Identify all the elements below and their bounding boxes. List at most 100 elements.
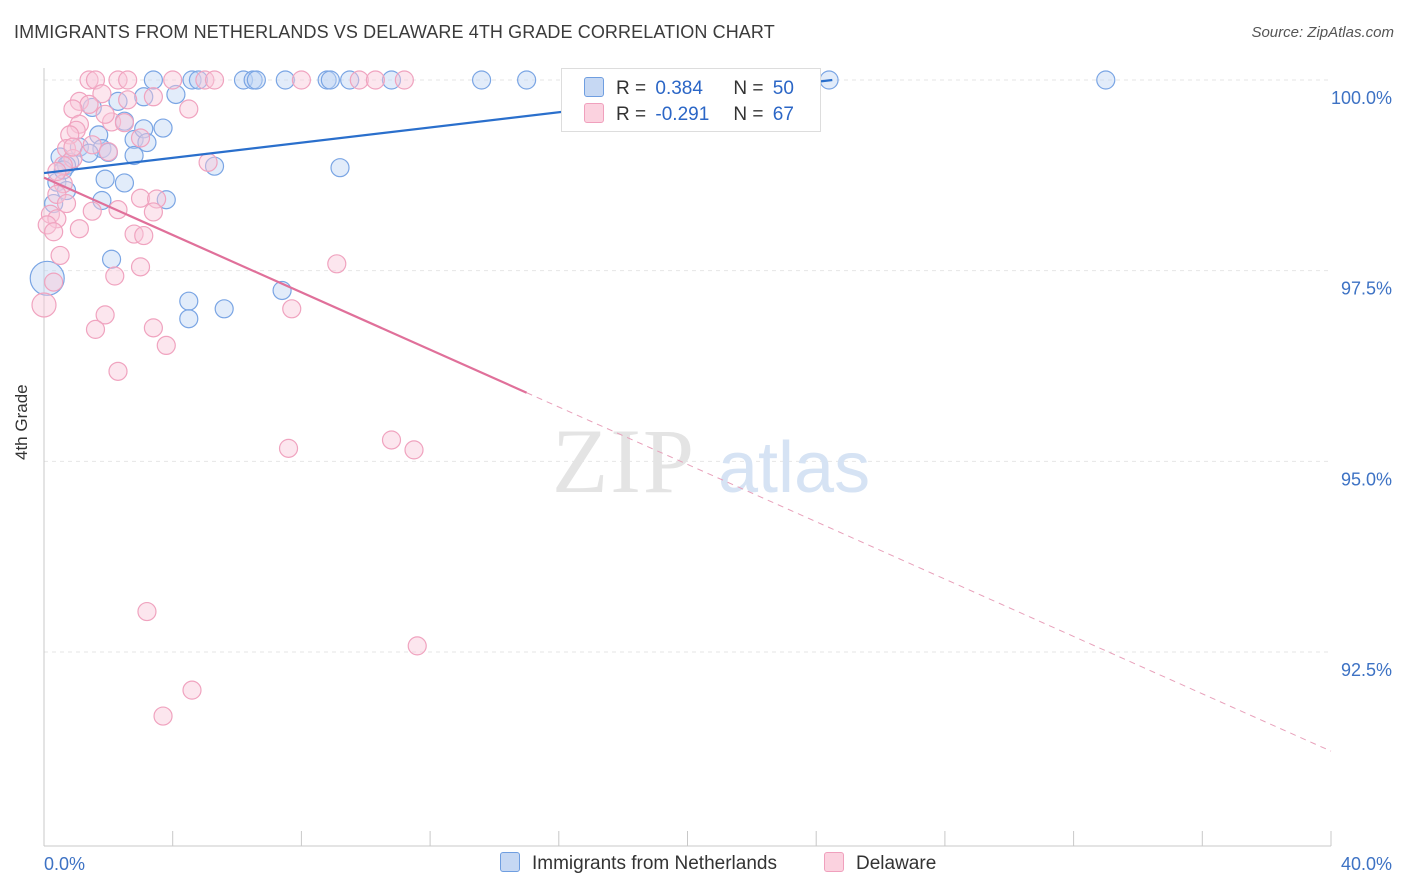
delaware-point	[108, 361, 128, 381]
netherlands-point	[330, 158, 350, 178]
y-tick-label: 95.0%	[1341, 469, 1392, 489]
correlation-legend: R = 0.384 N = 50 R = -0.291 N = 67	[561, 68, 821, 132]
delaware-point	[69, 219, 89, 239]
delaware-point	[82, 135, 102, 155]
gridlines	[44, 79, 1331, 653]
y-tick-labels: 100.0% 97.5% 95.0% 92.5%	[1331, 88, 1392, 680]
delaware-point	[349, 70, 369, 90]
netherlands-point	[1096, 70, 1116, 90]
delaware-point	[195, 70, 215, 90]
netherlands-point	[101, 249, 122, 269]
legend-row-netherlands: R = 0.384 N = 50	[584, 77, 794, 100]
legend-swatch-pink	[584, 103, 604, 123]
delaware-point	[79, 94, 99, 115]
legend-n-label: N =	[733, 104, 764, 125]
delaware-point	[137, 601, 157, 622]
watermark-atlas: atlas	[718, 428, 870, 508]
bottom-legend-netherlands: Immigrants from Netherlands	[500, 852, 777, 875]
delaware-point	[143, 318, 163, 338]
legend-r-value: 0.384	[655, 78, 703, 99]
delaware-point	[407, 636, 427, 656]
delaware-point	[95, 305, 115, 325]
legend-r-label: R =	[616, 104, 647, 125]
delaware-point	[31, 292, 57, 318]
delaware-point	[179, 99, 199, 119]
delaware-point	[156, 335, 176, 356]
netherlands-point	[166, 84, 186, 105]
delaware-point	[118, 90, 138, 110]
delaware-point	[365, 70, 386, 90]
delaware-point	[394, 70, 414, 90]
legend-n-value: 50	[772, 78, 794, 99]
legend-r-label: R =	[616, 78, 647, 99]
netherlands-point	[320, 70, 340, 90]
netherlands-point	[179, 291, 199, 311]
delaware-point	[56, 139, 77, 159]
delaware-point	[404, 440, 424, 460]
netherlands-point	[124, 145, 144, 166]
delaware-point	[63, 137, 83, 157]
source-label: Source: ZipAtlas.com	[1251, 24, 1394, 41]
delaware-point	[56, 193, 77, 214]
delaware-point	[118, 70, 138, 90]
delaware-point	[143, 202, 163, 222]
delaware-point	[204, 70, 225, 90]
delaware-point	[130, 188, 151, 208]
delaware-point	[198, 152, 218, 172]
chart-title: IMMIGRANTS FROM NETHERLANDS VS DELAWARE …	[14, 22, 775, 42]
netherlands-point	[95, 169, 115, 189]
y-tick-label: 100.0%	[1331, 88, 1392, 108]
delaware-point	[282, 299, 302, 319]
delaware-point	[130, 257, 151, 277]
data-points	[29, 70, 1116, 726]
netherlands-point	[156, 190, 176, 210]
delaware-point	[327, 254, 347, 274]
y-tick-label: 97.5%	[1341, 279, 1392, 299]
legend-row-delaware: R = -0.291 N = 67	[584, 103, 794, 126]
bottom-legend-swatch-blue	[500, 852, 520, 872]
delaware-point	[63, 148, 83, 169]
bottom-legend-label: Delaware	[856, 853, 937, 874]
bottom-legend-label: Immigrants from Netherlands	[532, 853, 777, 874]
delaware-point	[153, 706, 173, 726]
netherlands-point	[214, 299, 234, 319]
netherlands-point	[340, 70, 360, 90]
delaware-point	[50, 245, 70, 266]
delaware-point	[44, 272, 64, 292]
netherlands-point	[471, 70, 492, 90]
netherlands-point	[29, 260, 65, 296]
watermark-zip: ZIP	[552, 410, 696, 512]
delaware-trend-line	[43, 176, 528, 394]
legend-r-value: -0.291	[655, 104, 710, 125]
netherlands-point	[275, 70, 295, 90]
delaware-point	[79, 70, 99, 90]
delaware-point	[130, 128, 151, 148]
legend-n-value: 67	[772, 104, 794, 125]
netherlands-point	[517, 70, 537, 90]
delaware-point	[44, 222, 64, 242]
netherlands-point	[114, 173, 135, 193]
netherlands-point	[179, 309, 199, 329]
x-tick-label: 40.0%	[1341, 854, 1392, 874]
netherlands-point	[246, 70, 266, 90]
delaware-point	[82, 201, 102, 221]
delaware-point	[278, 438, 299, 458]
delaware-point	[163, 70, 183, 90]
netherlands-point	[134, 87, 154, 107]
delaware-point	[291, 70, 311, 90]
delaware-trend-line-extension	[526, 392, 1332, 752]
delaware-point	[381, 430, 402, 450]
legend-n-label: N =	[733, 78, 764, 99]
delaware-point	[92, 84, 112, 104]
delaware-point	[182, 680, 202, 700]
delaware-point	[105, 266, 125, 286]
x-ticks	[43, 831, 1332, 846]
x-tick-labels: 0.0% 40.0%	[44, 854, 1392, 874]
delaware-point	[108, 70, 128, 90]
y-tick-label: 92.5%	[1341, 660, 1392, 680]
delaware-point	[95, 104, 115, 124]
netherlands-point	[188, 70, 209, 90]
delaware-point	[85, 319, 106, 339]
delaware-point	[143, 87, 163, 107]
